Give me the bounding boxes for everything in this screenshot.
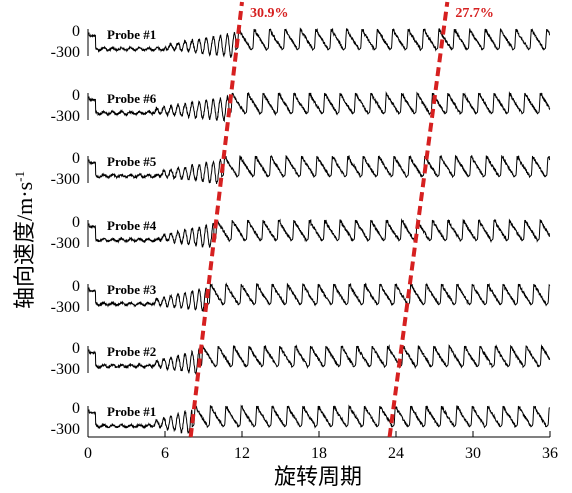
x-tick-label-36: 36: [542, 445, 558, 462]
y-tick-zero-3: 0: [72, 150, 80, 167]
y-tick-neg300-7: -300: [51, 421, 80, 438]
x-tick-label-0: 0: [84, 445, 92, 462]
stall-propagation-line-1: [188, 1, 244, 438]
annotation-label-1: 30.9%: [250, 6, 289, 21]
trace-2: [88, 91, 551, 123]
x-tick-group: 0 6 12 18 24 30 36: [84, 431, 558, 462]
trace-3: [88, 154, 551, 184]
x-tick-label-24: 24: [388, 445, 404, 462]
y-axis-title-text: 轴向速度/m·s: [12, 182, 37, 309]
probe-label-4: Probe #4: [107, 218, 157, 233]
annotation-label-2: 27.7%: [455, 6, 494, 21]
probe-label-5: Probe #3: [107, 282, 157, 297]
trace-5: [88, 282, 551, 312]
y-tick-neg300-3: -300: [51, 171, 80, 188]
y-tick-zero-7: 0: [72, 400, 80, 417]
y-tick-neg300-2: -300: [51, 108, 80, 125]
x-tick-label-12: 12: [234, 445, 250, 462]
probe-label-3: Probe #5: [107, 154, 157, 169]
trace-6: [88, 344, 551, 375]
y-tick-zero-1: 0: [72, 23, 80, 40]
y-tick-zero-5: 0: [72, 278, 80, 295]
trace-group: [87, 27, 551, 434]
trace-7: [88, 404, 551, 434]
panel-label-group: 0 -300 Probe #1 0 -300 Probe #6 0 -300 Probe #5 0…: [51, 23, 157, 438]
y-axis-title-superscript: -1: [12, 171, 27, 182]
y-tick-neg300-4: -300: [51, 235, 80, 252]
y-tick-neg300-6: -300: [51, 361, 80, 378]
y-tick-zero-4: 0: [72, 214, 80, 231]
x-tick-label-30: 30: [465, 445, 481, 462]
x-axis-title: 旋转周期: [274, 464, 362, 489]
y-tick-zero-2: 0: [72, 87, 80, 104]
trace-4: [88, 218, 551, 249]
probe-label-2: Probe #6: [107, 91, 157, 106]
probe-label-7: Probe #1: [107, 404, 156, 419]
stall-propagation-line-2: [387, 1, 450, 438]
y-tick-neg300-1: -300: [51, 44, 80, 61]
probe-label-1: Probe #1: [107, 27, 156, 42]
probe-label-6: Probe #2: [107, 344, 156, 359]
x-tick-label-18: 18: [311, 445, 327, 462]
x-tick-label-6: 6: [161, 445, 169, 462]
trace-1: [88, 27, 551, 58]
y-tick-zero-6: 0: [72, 340, 80, 357]
y-axis-title: 轴向速度/m·s-1: [12, 171, 37, 309]
y-tick-neg300-5: -300: [51, 299, 80, 316]
